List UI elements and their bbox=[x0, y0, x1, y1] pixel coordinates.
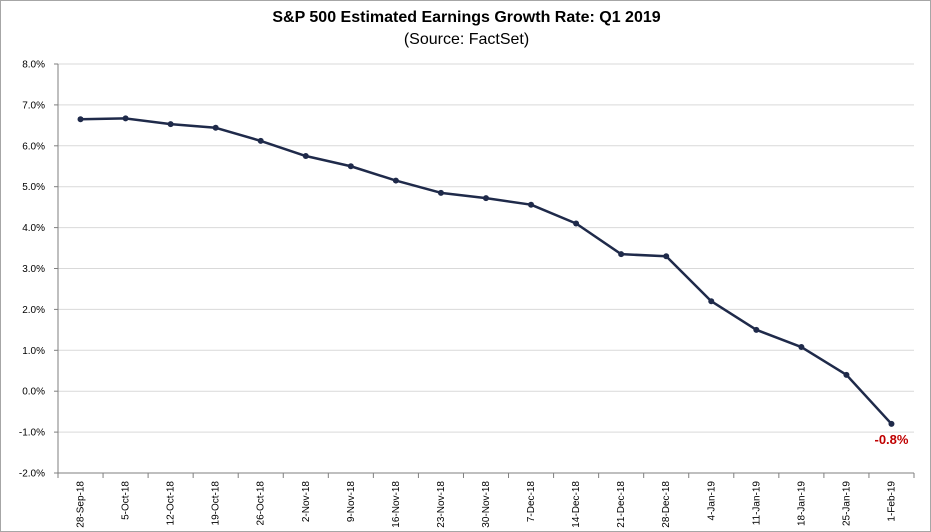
x-tick-label: 30-Nov-18 bbox=[481, 481, 492, 528]
x-tick-label: 21-Dec-18 bbox=[616, 481, 627, 528]
data-point bbox=[347, 163, 354, 170]
y-tick-label: 5.0% bbox=[22, 182, 45, 193]
data-point bbox=[708, 298, 715, 305]
series bbox=[77, 115, 895, 427]
y-tick-label: 2.0% bbox=[22, 305, 45, 316]
chart-subtitle: (Source: FactSet) bbox=[403, 31, 530, 48]
x-tick-label: 5-Oct-18 bbox=[121, 481, 132, 520]
data-point bbox=[618, 251, 625, 258]
data-point bbox=[843, 371, 850, 378]
gridlines bbox=[58, 63, 914, 474]
x-tick-label: 14-Dec-18 bbox=[571, 481, 582, 528]
x-tick-label: 26-Oct-18 bbox=[256, 481, 267, 526]
data-point bbox=[302, 153, 309, 160]
y-tick-label: 3.0% bbox=[22, 264, 45, 275]
data-point bbox=[798, 344, 805, 351]
x-tick-label: 23-Nov-18 bbox=[436, 481, 447, 528]
x-tick-label: 28-Sep-18 bbox=[76, 481, 87, 528]
data-point bbox=[437, 189, 444, 196]
data-point bbox=[888, 420, 895, 427]
x-tick-label: 18-Jan-19 bbox=[796, 481, 807, 526]
y-tick-label: 6.0% bbox=[22, 141, 45, 152]
annotations: -0.8% bbox=[874, 432, 908, 447]
data-point bbox=[257, 137, 264, 144]
data-point bbox=[573, 220, 580, 227]
y-tick-label: -1.0% bbox=[19, 428, 45, 439]
x-tick-label: 4-Jan-19 bbox=[706, 481, 717, 521]
x-tick-label: 16-Nov-18 bbox=[391, 481, 402, 528]
x-tick-label: 1-Feb-19 bbox=[886, 481, 897, 522]
x-tick-label: 12-Oct-18 bbox=[166, 481, 177, 526]
axes bbox=[54, 63, 915, 478]
y-tick-labels: -2.0% -1.0% 0.0% 1.0% 2.0% 3.0% 4.0% 5.0% 6.0% 7.… bbox=[19, 60, 45, 480]
y-tick-label: 7.0% bbox=[22, 100, 45, 111]
data-point bbox=[167, 121, 174, 128]
data-point bbox=[77, 116, 84, 123]
x-tick-label: 11-Jan-19 bbox=[751, 481, 762, 526]
y-tick-label: 0.0% bbox=[22, 387, 45, 398]
data-point bbox=[753, 326, 760, 333]
x-tick-label: 9-Nov-18 bbox=[346, 481, 357, 523]
x-tick-label: 7-Dec-18 bbox=[526, 481, 537, 523]
y-tick-label: 8.0% bbox=[22, 60, 45, 71]
y-tick-label: -2.0% bbox=[19, 469, 45, 480]
data-point bbox=[663, 253, 670, 260]
x-tick-label: 28-Dec-18 bbox=[661, 481, 672, 528]
data-point bbox=[392, 177, 399, 184]
y-tick-label: 1.0% bbox=[22, 346, 45, 357]
series-line bbox=[80, 117, 893, 425]
data-point bbox=[122, 115, 129, 122]
data-point bbox=[212, 124, 219, 131]
x-tick-label: 19-Oct-18 bbox=[211, 481, 222, 526]
data-label: -0.8% bbox=[874, 432, 908, 447]
x-tick-label: 2-Nov-18 bbox=[301, 481, 312, 523]
x-tick-labels: 28-Sep-18 5-Oct-18 12-Oct-18 19-Oct-18 26-Oc… bbox=[76, 481, 898, 528]
data-point bbox=[483, 195, 489, 202]
chart-title: S&P 500 Estimated Earnings Growth Rate: … bbox=[272, 9, 661, 26]
data-point bbox=[528, 201, 535, 208]
y-tick-label: 4.0% bbox=[22, 223, 45, 234]
x-tick-label: 25-Jan-19 bbox=[841, 481, 852, 526]
